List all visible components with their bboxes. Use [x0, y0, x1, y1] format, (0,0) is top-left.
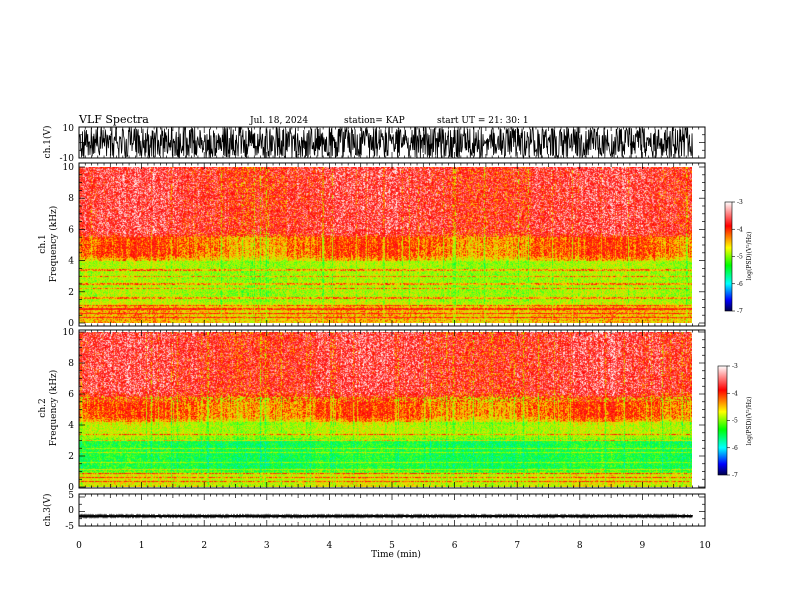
ch3-ytick-top: 5	[68, 491, 74, 501]
ch1-spectrogram-image	[79, 167, 692, 323]
ch2-spectrogram-channel-label: ch.2	[38, 398, 48, 417]
freq-tick-label-4: 4	[68, 257, 74, 267]
freq-tick-label-2: 2	[68, 288, 74, 298]
time-tick-label-0: 0	[76, 541, 82, 551]
station-label: station= KAP	[344, 116, 405, 126]
ch1-ytick-bottom: -10	[60, 154, 75, 164]
freq-tick-label-6: 6	[68, 225, 74, 235]
freq-tick-label-10: 10	[63, 163, 75, 173]
time-tick-label-7: 7	[514, 541, 520, 551]
colorbar-tick-label--5: -5	[732, 418, 738, 425]
colorbar-tick-label--3: -3	[737, 199, 743, 206]
start-time-label: start UT = 21: 30: 1	[437, 116, 529, 126]
ch2-spectrogram-ylabel: Frequency (kHz)	[48, 370, 59, 447]
ch2-colorbar-label: log(PSD)(V²/Hz)	[746, 397, 753, 446]
ch3-waveform-ticks	[78, 494, 706, 527]
ch1-waveform-ticks	[78, 126, 706, 159]
colorbar-tick-label--7: -7	[732, 472, 738, 479]
ch1-waveform-panel: 10 -10 ch.1(V)	[42, 124, 706, 164]
freq-tick-label-0: 0	[68, 319, 74, 329]
time-tick-label-6: 6	[452, 541, 458, 551]
figure-title: VLF Spectra	[78, 113, 149, 126]
ch1-spectrogram-ylabel: Frequency (kHz)	[48, 206, 59, 283]
colorbar-tick-label--3: -3	[732, 363, 738, 370]
ch2-spectrogram-image	[79, 332, 692, 487]
ch1-waveform-trace	[78, 126, 693, 160]
ch1-spectrogram-panel: 0 2 4 6 8 10 ch.1 Frequency (kHz)	[38, 162, 706, 329]
time-tick-label-1: 1	[139, 541, 145, 551]
ch1-spectrogram-ytick-labels: 0 2 4 6 8 10	[63, 163, 75, 329]
freq-tick-label-4: 4	[68, 421, 74, 431]
time-tick-label-2: 2	[201, 541, 207, 551]
time-tick-label-9: 9	[640, 541, 646, 551]
ch1-colorbar-gradient	[724, 201, 733, 312]
ch2-colorbar-gradient	[717, 365, 728, 476]
ch3-waveform-ylabel: ch.3(V)	[42, 494, 53, 527]
freq-tick-label-8: 8	[68, 194, 74, 204]
freq-tick-label-2: 2	[68, 452, 74, 462]
time-tick-label-4: 4	[327, 541, 333, 551]
ch3-ytick-bottom: -5	[65, 522, 74, 532]
ch1-waveform-line	[78, 126, 693, 160]
ch3-waveform-line	[78, 513, 693, 520]
ch3-ytick-middle: 0	[68, 506, 74, 516]
ch2-colorbar-ticks: -3 -4 -5 -6 -7	[727, 363, 738, 479]
time-axis-label: Time (min)	[371, 549, 421, 560]
colorbar-tick-label--4: -4	[737, 226, 743, 233]
ch1-spectrogram-channel-label: ch.1	[38, 234, 48, 253]
ch1-colorbar-ticks: -3 -4 -5 -6 -7	[732, 199, 743, 315]
ch3-waveform-trace	[78, 513, 693, 520]
freq-tick-label-6: 6	[68, 390, 74, 400]
colorbar-tick-label--5: -5	[737, 254, 743, 261]
ch1-colorbar: -3 -4 -5 -6 -7 log(PSD)(V²/Hz)	[724, 199, 753, 315]
colorbar-tick-label--4: -4	[732, 390, 738, 397]
colorbar-tick-label--6: -6	[732, 445, 738, 452]
ch1-waveform-ylabel: ch.1(V)	[42, 126, 53, 159]
time-tick-label-8: 8	[577, 541, 583, 551]
ch1-spectrogram-ticks	[78, 163, 706, 326]
time-tick-label-10: 10	[699, 541, 711, 551]
ch2-spectrogram-ytick-labels: 0 2 4 6 8 10	[63, 328, 75, 493]
date-label: Jul. 18, 2024	[249, 116, 308, 126]
ch2-colorbar: -3 -4 -5 -6 -7 log(PSD)(V²/Hz)	[717, 363, 753, 479]
time-tick-label-3: 3	[264, 541, 270, 551]
time-tick-label-5: 5	[389, 541, 395, 551]
freq-tick-label-8: 8	[68, 359, 74, 369]
freq-tick-label-10: 10	[63, 328, 75, 338]
ch3-waveform-panel: 5 0 -5 ch.3(V)	[42, 491, 706, 532]
colorbar-tick-label--6: -6	[737, 281, 743, 288]
freq-tick-label-0: 0	[68, 483, 74, 493]
ch1-colorbar-label: log(PSD)(V²/Hz)	[746, 232, 753, 281]
colorbar-tick-label--7: -7	[737, 308, 743, 315]
ch2-spectrogram-panel: 0 2 4 6 8 10 ch.2 Frequency (kHz)	[38, 328, 706, 493]
time-axis-tick-labels: 0 1 2 3 4 5 6 7 8 9 10	[76, 541, 711, 551]
ch2-spectrogram-ticks	[78, 330, 706, 488]
ch1-ytick-top: 10	[63, 124, 75, 134]
